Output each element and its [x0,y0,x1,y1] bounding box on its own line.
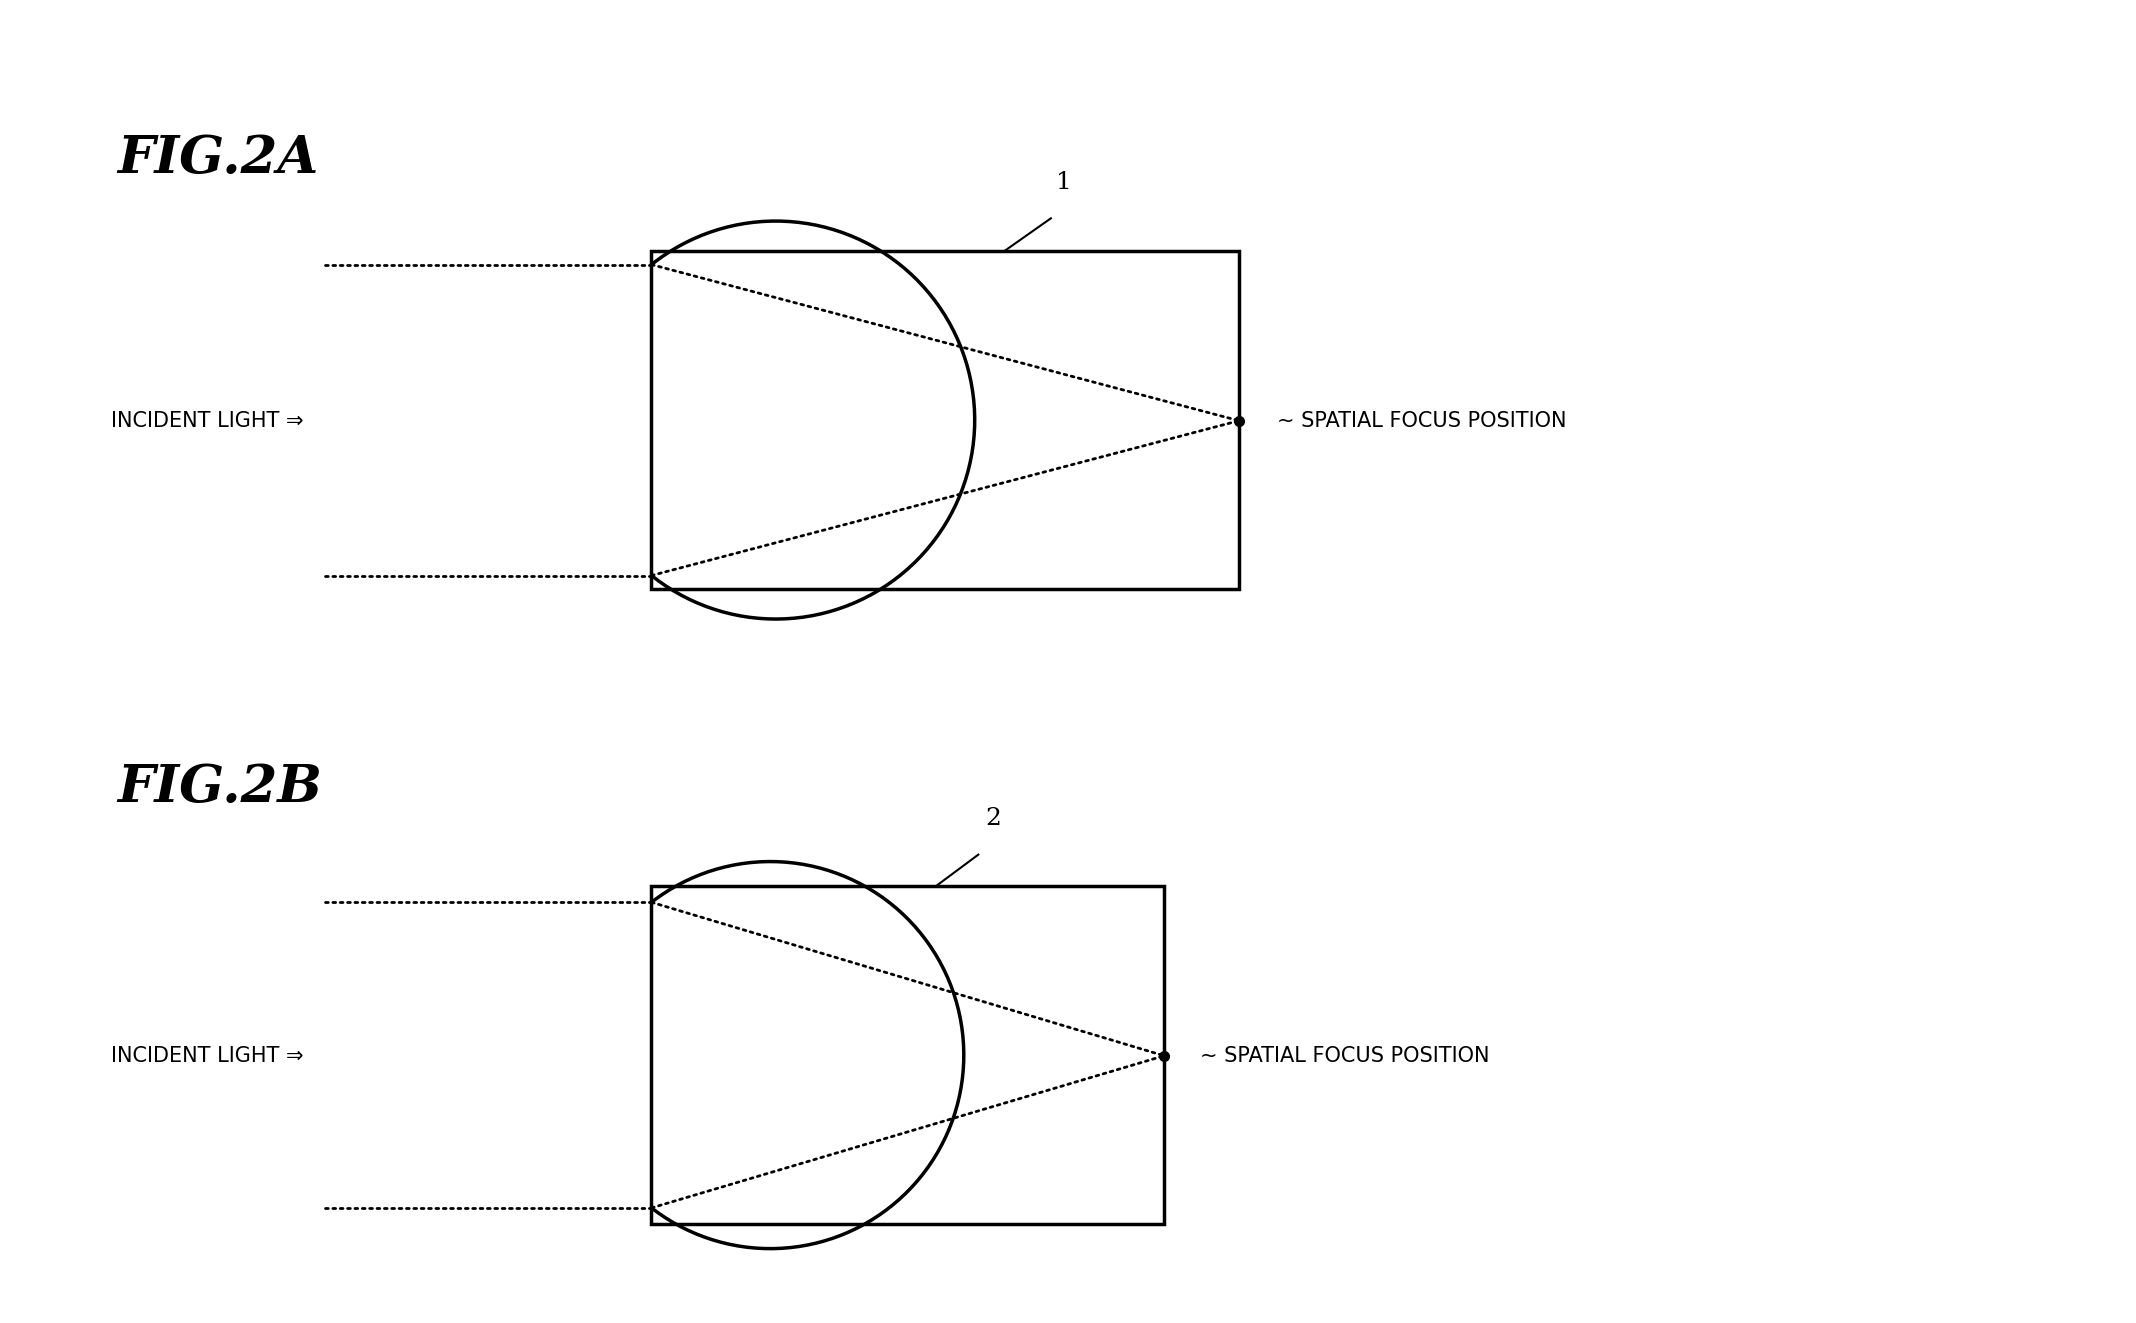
Text: INCIDENT LIGHT ⇒: INCIDENT LIGHT ⇒ [111,1045,303,1066]
Text: 1: 1 [1055,172,1072,194]
Text: ~ SPATIAL FOCUS POSITION: ~ SPATIAL FOCUS POSITION [1200,1045,1491,1066]
Text: FIG.2B: FIG.2B [117,762,323,812]
Text: INCIDENT LIGHT ⇒: INCIDENT LIGHT ⇒ [111,410,303,431]
Text: ~ SPATIAL FOCUS POSITION: ~ SPATIAL FOCUS POSITION [1277,410,1568,431]
Text: FIG.2A: FIG.2A [117,134,318,184]
Text: 2: 2 [985,807,1002,830]
Bar [651,251,1239,589]
Bar [651,886,1164,1224]
